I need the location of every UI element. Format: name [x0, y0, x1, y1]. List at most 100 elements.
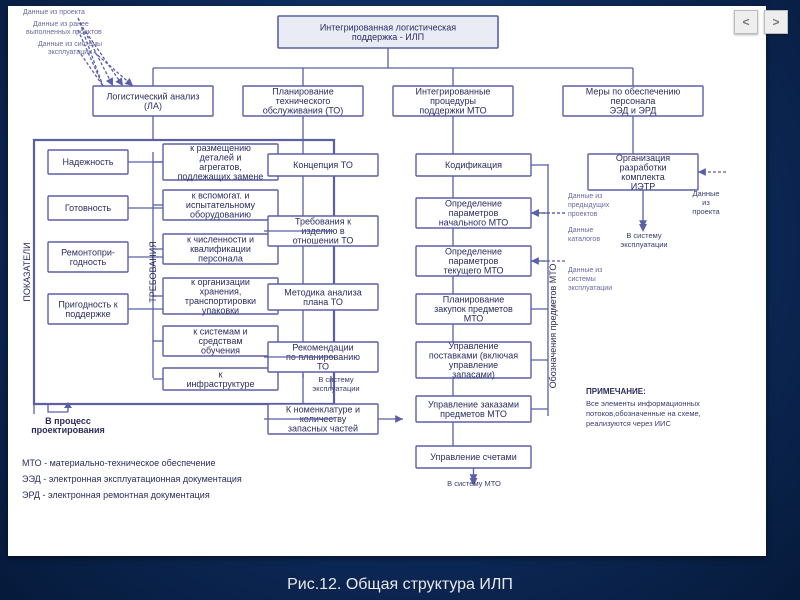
svg-text:Методика анализа: Методика анализа: [284, 287, 361, 297]
svg-text:ПРИМЕЧАНИЕ:: ПРИМЕЧАНИЕ:: [586, 387, 646, 396]
svg-text:инфраструктуре: инфраструктуре: [186, 379, 254, 389]
svg-text:эксплуатации: эксплуатации: [620, 240, 667, 249]
svg-text:Кодификация: Кодификация: [445, 160, 502, 170]
svg-text:Концепция ТО: Концепция ТО: [293, 160, 353, 170]
svg-text:Управление заказами: Управление заказами: [428, 399, 519, 409]
svg-text:Управление: Управление: [448, 341, 498, 351]
svg-text:предыдущих: предыдущих: [568, 202, 610, 209]
svg-text:Данные: Данные: [568, 227, 593, 234]
svg-text:проектов: проектов: [568, 211, 598, 218]
svg-text:персонала: персонала: [198, 254, 243, 264]
svg-text:Все элементы информационных: Все элементы информационных: [586, 399, 700, 408]
svg-text:Данные из ранее: Данные из ранее: [33, 21, 89, 28]
svg-text:Управление счетами: Управление счетами: [430, 452, 517, 462]
svg-text:потоков,обозначенные на схеме,: потоков,обозначенные на схеме,: [586, 409, 701, 418]
svg-text:плана ТО: плана ТО: [303, 297, 343, 307]
svg-text:поддержки МТО: поддержки МТО: [419, 106, 486, 116]
svg-text:хранения,: хранения,: [200, 286, 242, 296]
svg-text:Обозначения предметов МТО: Обозначения предметов МТО: [548, 264, 558, 389]
svg-text:деталей и: деталей и: [200, 152, 242, 162]
svg-text:из: из: [702, 198, 710, 207]
svg-text:Пригодность к: Пригодность к: [58, 299, 117, 309]
svg-text:В систему МТО: В систему МТО: [447, 479, 501, 488]
svg-text:В систему: В систему: [626, 231, 662, 240]
svg-text:средствам: средствам: [198, 336, 242, 346]
svg-text:параметров: параметров: [449, 208, 499, 218]
svg-text:ПОКАЗАТЕЛИ: ПОКАЗАТЕЛИ: [22, 242, 32, 301]
svg-text:Интегрированная логистическая: Интегрированная логистическая: [320, 22, 456, 32]
svg-text:МТО - материально-техническое: МТО - материально-техническое обеспечени…: [22, 458, 215, 468]
svg-text:отношении ТО: отношении ТО: [293, 236, 354, 246]
svg-text:ЭРД - электронная ремонтная до: ЭРД - электронная ремонтная документация: [22, 490, 210, 500]
svg-text:запасных частей: запасных частей: [288, 424, 358, 434]
svg-text:МТО: МТО: [464, 314, 484, 324]
svg-text:технического: технического: [276, 96, 331, 106]
svg-text:Надежность: Надежность: [63, 157, 114, 167]
svg-text:транспортировки: транспортировки: [185, 296, 256, 306]
svg-text:поддержка - ИЛП: поддержка - ИЛП: [352, 32, 424, 42]
svg-text:к системам и: к системам и: [193, 327, 247, 337]
svg-text:запасами): запасами): [452, 369, 495, 379]
svg-text:начального МТО: начального МТО: [439, 218, 509, 228]
svg-text:реализуются через ИИС: реализуются через ИИС: [586, 419, 671, 428]
svg-text:ЭЭД - электронная эксплуатацио: ЭЭД - электронная эксплуатационная докум…: [22, 474, 242, 484]
svg-text:эксплуатации: эксплуатации: [568, 285, 612, 292]
svg-text:каталогов: каталогов: [568, 236, 600, 243]
svg-text:обучения: обучения: [201, 346, 240, 356]
svg-text:подлежащих замене: подлежащих замене: [178, 171, 264, 181]
svg-text:квалификации: квалификации: [190, 244, 251, 254]
svg-text:предметов МТО: предметов МТО: [440, 409, 507, 419]
svg-text:Планирование: Планирование: [272, 87, 333, 97]
svg-text:выполненных проектов: выполненных проектов: [26, 29, 102, 36]
svg-text:Интегрированные: Интегрированные: [416, 87, 491, 97]
prev-button[interactable]: <: [734, 10, 758, 34]
svg-text:Требования к: Требования к: [295, 217, 351, 227]
svg-text:обслуживания (ТО): обслуживания (ТО): [263, 106, 344, 116]
figure-caption: Рис.12. Общая структура ИЛП: [0, 576, 800, 594]
svg-text:Данные из системы: Данные из системы: [38, 41, 102, 48]
svg-text:К номенклатуре и: К номенклатуре и: [286, 405, 360, 415]
svg-text:Планирование: Планирование: [443, 295, 504, 305]
svg-text:ИЭТР: ИЭТР: [631, 181, 655, 191]
svg-text:Данные: Данные: [692, 189, 719, 198]
svg-text:к вспомогат. и: к вспомогат. и: [192, 191, 250, 201]
svg-text:упаковки: упаковки: [202, 305, 239, 315]
svg-text:к размещению: к размещению: [190, 143, 251, 153]
svg-text:поддержке: поддержке: [65, 309, 110, 319]
svg-text:Определение: Определение: [445, 199, 502, 209]
svg-text:текущего МТО: текущего МТО: [443, 266, 503, 276]
svg-text:ТРЕБОВАНИЯ: ТРЕБОВАНИЯ: [148, 241, 158, 302]
svg-text:эксплуатации: эксплуатации: [48, 49, 92, 56]
svg-text:разработки: разработки: [619, 162, 666, 172]
svg-text:параметров: параметров: [449, 256, 499, 266]
svg-text:испытательному: испытательному: [186, 200, 256, 210]
svg-text:закупок предметов: закупок предметов: [434, 304, 513, 314]
svg-text:Данные из проекта: Данные из проекта: [23, 9, 85, 16]
svg-text:Организация: Организация: [616, 153, 670, 163]
svg-text:(ЛА): (ЛА): [144, 101, 162, 111]
next-button[interactable]: >: [764, 10, 788, 34]
flowchart-svg: Интегрированная логистическаяподдержка -…: [8, 6, 766, 556]
svg-text:к организации: к организации: [191, 277, 250, 287]
svg-text:агрегатов,: агрегатов,: [199, 162, 242, 172]
svg-text:Рекомендации: Рекомендации: [292, 343, 353, 353]
svg-text:Данные из: Данные из: [568, 267, 602, 274]
svg-text:годность: годность: [70, 257, 107, 267]
svg-text:В систему: В систему: [318, 375, 354, 384]
svg-text:проекта: проекта: [692, 207, 720, 216]
svg-text:ТО: ТО: [317, 362, 329, 372]
svg-text:комплекта: комплекта: [621, 172, 664, 182]
svg-text:Готовность: Готовность: [65, 203, 111, 213]
svg-text:Логистический анализ: Логистический анализ: [107, 91, 200, 101]
svg-text:ЭЭД и ЭРД: ЭЭД и ЭРД: [610, 106, 657, 116]
svg-text:процедуры: процедуры: [430, 96, 476, 106]
diagram-sheet: Интегрированная логистическаяподдержка -…: [8, 6, 766, 556]
svg-text:Данные из: Данные из: [568, 193, 602, 200]
svg-text:эксплуатации: эксплуатации: [312, 384, 359, 393]
svg-text:системы: системы: [568, 276, 596, 283]
svg-text:проектирования: проектирования: [31, 425, 105, 435]
svg-text:к численности и: к численности и: [187, 235, 254, 245]
svg-text:оборудованию: оборудованию: [190, 210, 251, 220]
svg-text:поставками (включая: поставками (включая: [429, 350, 518, 360]
svg-text:Меры по обеспечению: Меры по обеспечению: [586, 87, 681, 97]
